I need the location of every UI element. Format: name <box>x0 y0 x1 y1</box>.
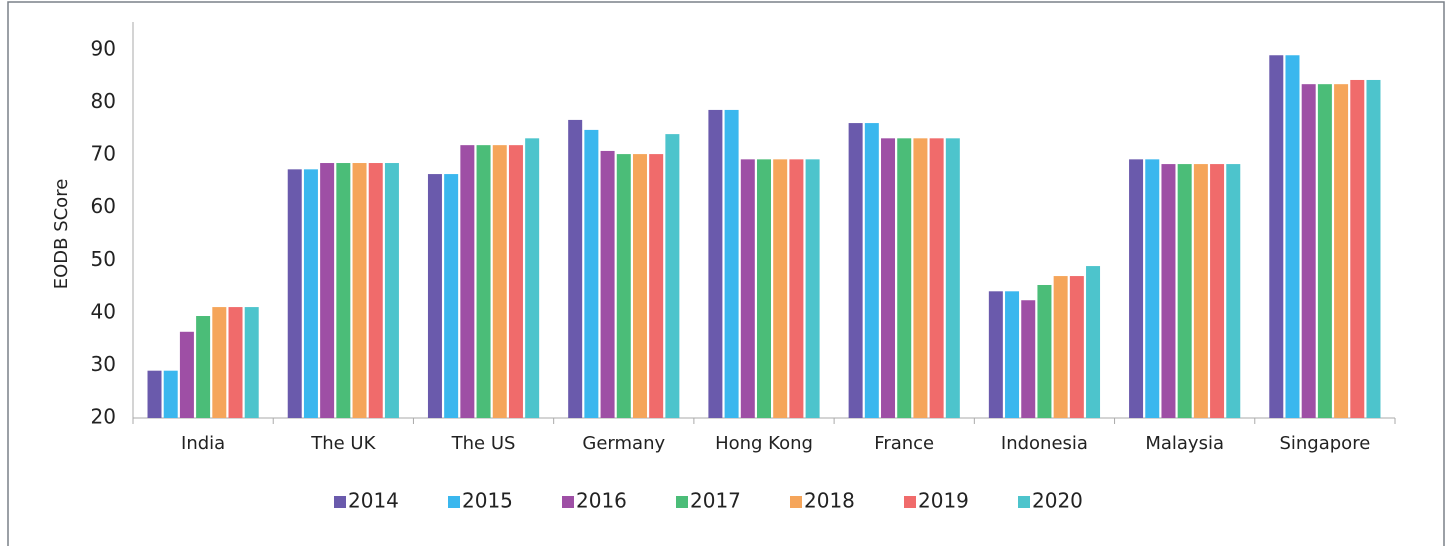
bar <box>881 138 896 418</box>
legend-label: 2016 <box>576 489 627 513</box>
x-tick-label: Singapore <box>1279 433 1370 454</box>
bar <box>508 145 523 418</box>
bar <box>757 159 771 418</box>
bar <box>929 138 944 418</box>
bar <box>1301 84 1316 419</box>
bar <box>740 159 755 418</box>
bar <box>616 154 631 418</box>
y-tick-label: 30 <box>91 352 116 376</box>
bar <box>1269 55 1284 418</box>
bar <box>584 129 599 418</box>
bar <box>1177 164 1192 418</box>
bar <box>708 109 723 418</box>
legend-swatch <box>334 496 346 508</box>
x-tick-label: The UK <box>310 433 376 454</box>
bar <box>368 163 383 418</box>
legend-swatch <box>790 496 802 508</box>
bar <box>1334 84 1349 419</box>
bar <box>525 138 540 418</box>
legend-swatch <box>448 496 460 508</box>
bar <box>1210 164 1225 418</box>
bar <box>632 154 647 418</box>
bar <box>1069 276 1084 418</box>
bar <box>1226 164 1241 418</box>
bar <box>1037 284 1052 418</box>
y-tick-label: 40 <box>91 299 116 323</box>
bar <box>303 169 318 418</box>
x-tick-label: India <box>181 433 225 454</box>
bar <box>913 138 928 418</box>
y-axis-label: EODB SCore <box>51 179 72 290</box>
bar <box>384 163 399 418</box>
y-tick-label: 70 <box>91 142 116 166</box>
y-tick-label: 90 <box>91 37 116 61</box>
bar <box>864 123 879 419</box>
bar <box>476 145 491 418</box>
bar <box>988 291 1003 418</box>
y-tick-label: 20 <box>91 405 116 429</box>
bar <box>1086 266 1101 418</box>
bar <box>147 370 162 418</box>
bar <box>600 150 615 419</box>
legend-swatch <box>904 496 916 508</box>
bar <box>212 307 227 418</box>
bar <box>163 370 178 418</box>
legend-swatch <box>1018 496 1030 508</box>
bar <box>805 159 820 418</box>
y-tick-label: 60 <box>91 194 116 218</box>
y-tick-label: 50 <box>91 247 116 271</box>
x-tick-label: The US <box>451 433 516 454</box>
x-tick-label: Malaysia <box>1145 433 1224 454</box>
bar <box>320 163 335 418</box>
legend-label: 2015 <box>462 489 513 513</box>
legend-label: 2019 <box>918 489 969 513</box>
bar <box>1053 276 1068 418</box>
bar <box>244 307 259 418</box>
x-tick-label: Germany <box>582 433 665 454</box>
legend-label: 2020 <box>1032 489 1083 513</box>
bar <box>568 119 583 419</box>
bar <box>1317 84 1332 419</box>
bar <box>1145 159 1160 418</box>
bar <box>196 316 211 418</box>
bar <box>1129 159 1144 418</box>
bar <box>1021 300 1036 418</box>
bar <box>1161 164 1176 418</box>
bar <box>665 134 680 418</box>
bar <box>460 145 475 418</box>
bar <box>789 159 804 418</box>
legend-label: 2017 <box>690 489 741 513</box>
bar <box>427 174 442 418</box>
bar <box>287 169 302 418</box>
bar <box>1350 79 1365 419</box>
bar <box>897 138 912 418</box>
bar <box>352 163 367 418</box>
bar <box>848 123 863 419</box>
bar <box>1285 55 1300 418</box>
bar <box>773 159 788 418</box>
x-tick-label: Hong Kong <box>715 433 813 454</box>
y-tick-label: 80 <box>91 89 116 113</box>
bar <box>724 109 739 418</box>
bar <box>1193 164 1208 418</box>
x-tick-label: France <box>874 433 934 454</box>
legend-swatch <box>676 496 688 508</box>
bar <box>492 145 507 418</box>
bar <box>649 154 664 418</box>
bar <box>336 163 351 418</box>
x-tick-label: Indonesia <box>1001 433 1088 454</box>
bar <box>1366 79 1381 419</box>
legend-label: 2014 <box>348 489 399 513</box>
bar <box>444 174 459 418</box>
legend-swatch <box>562 496 574 508</box>
bar <box>179 331 194 418</box>
legend-label: 2018 <box>804 489 855 513</box>
bar <box>1005 291 1020 418</box>
bar <box>945 138 960 418</box>
bar <box>228 307 243 418</box>
